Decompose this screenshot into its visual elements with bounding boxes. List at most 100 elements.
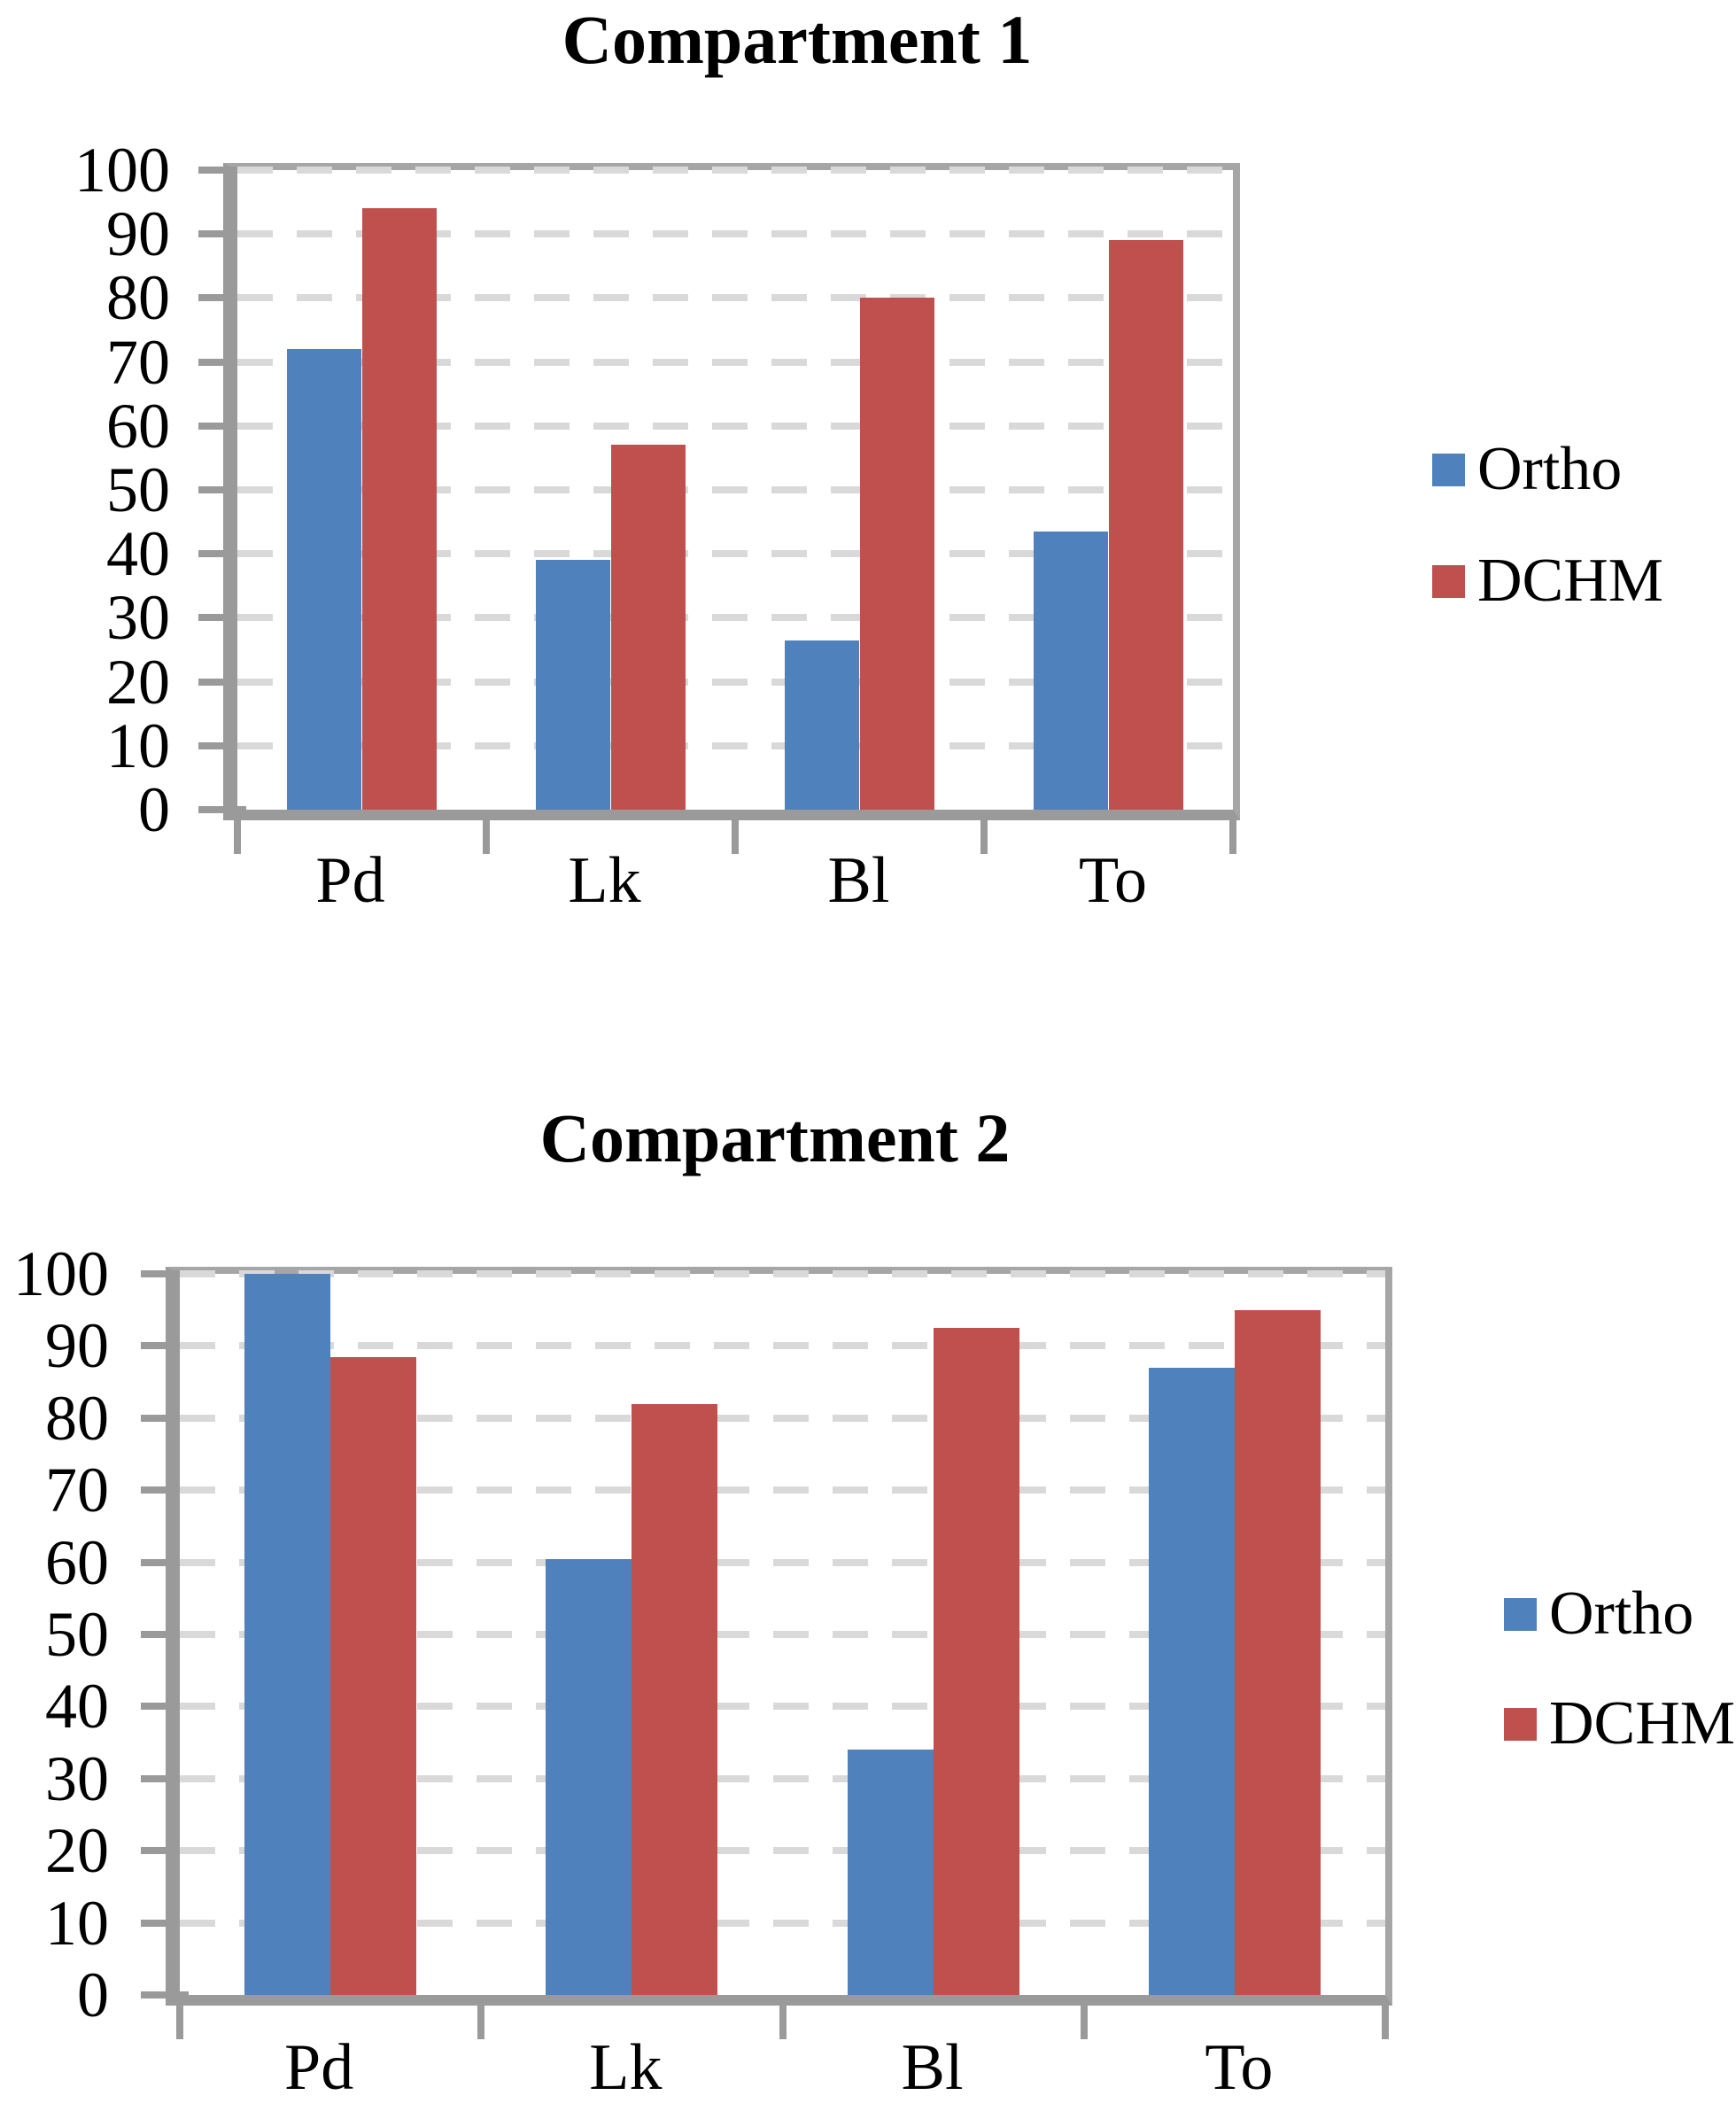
ortho-legend-swatch [1504, 1597, 1537, 1631]
gridline-10 [180, 1919, 1385, 1927]
gridline-50 [180, 1631, 1385, 1638]
bar-dchm-bl [859, 298, 934, 810]
y-tick-mark [198, 678, 246, 686]
y-tick-mark [141, 1270, 189, 1277]
y-tick-mark [198, 486, 246, 493]
y-tick-label: 100 [13, 1238, 109, 1309]
gridline-100 [237, 167, 1233, 174]
y-tick-label: 10 [45, 1887, 109, 1959]
x-category-label: Pd [315, 844, 385, 917]
gridline-60 [237, 422, 1233, 430]
chart2-plot-area [141, 1267, 1392, 2039]
bar-ortho-bl [847, 1750, 934, 1995]
gridline-80 [180, 1414, 1385, 1422]
chart2-x-axis-labels: Pd Lk Bl To [166, 2030, 1392, 2106]
chart2-legend-item-dchm: DCHM [1504, 1688, 1735, 1759]
y-tick-label: 60 [45, 1526, 109, 1598]
y-tick-mark [198, 550, 246, 558]
bar-ortho-pd [244, 1274, 331, 1995]
bar-dchm-lk [632, 1403, 718, 1995]
bar-dchm-bl [933, 1328, 1019, 1995]
y-tick-mark [198, 422, 246, 430]
y-tick-label: 40 [45, 1671, 109, 1742]
x-tick-mark [779, 2006, 787, 2039]
y-tick-mark [141, 1486, 189, 1494]
gridline-20 [237, 678, 1233, 686]
y-tick-mark [198, 741, 246, 749]
y-tick-label: 80 [45, 1382, 109, 1454]
bar-ortho-bl [785, 640, 860, 810]
y-tick-label: 90 [45, 1310, 109, 1382]
y-tick-mark [141, 1847, 189, 1855]
bar-dchm-lk [610, 445, 686, 810]
y-tick-label: 80 [106, 262, 170, 334]
x-category-label: To [1078, 844, 1148, 917]
y-tick-mark [198, 167, 246, 174]
chart1-y-axis-labels: 0 10 20 30 40 50 60 70 80 90 100 [0, 138, 223, 842]
dchm-legend-swatch [1432, 564, 1465, 598]
x-category-label: To [1205, 2031, 1274, 2104]
gridline-40 [180, 1703, 1385, 1711]
gridline-70 [237, 358, 1233, 366]
y-tick-mark [141, 1774, 189, 1782]
bar-dchm-to [1108, 240, 1183, 810]
x-tick-mark [1080, 2006, 1088, 2039]
dchm-legend-label: DCHM [1477, 547, 1664, 615]
y-tick-mark [198, 614, 246, 622]
y-tick-label: 40 [106, 518, 170, 590]
y-tick-label: 10 [106, 710, 170, 781]
gridline-30 [180, 1774, 1385, 1782]
y-tick-mark [141, 1703, 189, 1711]
y-tick-label: 50 [45, 1599, 109, 1670]
x-category-label: Lk [589, 2031, 663, 2104]
gridline-90 [237, 230, 1233, 238]
gridline-40 [237, 550, 1233, 558]
ortho-legend-label: Ortho [1549, 1579, 1694, 1648]
chart2-y-axis-labels: 0 10 20 30 40 50 60 70 80 90 100 [0, 1242, 166, 2027]
chart1-legend: Ortho DCHM [1432, 434, 1663, 617]
gridline-30 [237, 614, 1233, 622]
chart1-plot-area [198, 163, 1240, 854]
chart2-legend: Ortho DCHM [1504, 1579, 1735, 1759]
y-tick-label: 0 [138, 774, 170, 845]
chart2-legend-item-ortho: Ortho [1504, 1579, 1735, 1649]
y-tick-mark [198, 294, 246, 302]
gridline-60 [180, 1558, 1385, 1566]
y-tick-label: 20 [106, 646, 170, 718]
gridline-80 [237, 294, 1233, 302]
y-tick-label: 90 [106, 198, 170, 270]
chart1-x-axis-labels: Pd Lk Bl To [223, 843, 1240, 919]
bar-ortho-pd [287, 349, 362, 810]
x-tick-mark [176, 2006, 183, 2039]
gridline-20 [180, 1847, 1385, 1855]
ortho-legend-label: Ortho [1477, 435, 1623, 503]
bar-ortho-lk [536, 560, 611, 810]
gridline-50 [237, 486, 1233, 493]
y-tick-mark [141, 1919, 189, 1927]
gridline-100 [180, 1270, 1385, 1277]
x-tick-mark [483, 820, 490, 854]
y-tick-mark [141, 1558, 189, 1566]
ortho-legend-swatch [1432, 453, 1465, 486]
x-tick-mark [477, 2006, 485, 2039]
y-tick-label: 100 [74, 135, 170, 206]
y-tick-label: 50 [106, 454, 170, 525]
x-tick-mark [1382, 2006, 1389, 2039]
y-tick-label: 30 [106, 582, 170, 654]
y-tick-mark [198, 806, 246, 813]
y-tick-mark [141, 1414, 189, 1422]
y-tick-label: 0 [77, 1960, 109, 2030]
y-tick-mark [141, 1342, 189, 1350]
bar-dchm-pd [330, 1356, 417, 1995]
x-category-label: Lk [568, 844, 641, 917]
chart1-legend-item-dchm: DCHM [1432, 546, 1663, 617]
y-tick-mark [198, 358, 246, 366]
bar-ortho-to [1034, 531, 1109, 810]
y-tick-label: 30 [45, 1742, 109, 1814]
dchm-legend-label: DCHM [1549, 1689, 1736, 1758]
x-tick-mark [1229, 820, 1236, 854]
x-tick-mark [980, 820, 988, 854]
dchm-legend-swatch [1504, 1707, 1537, 1741]
bar-dchm-to [1234, 1309, 1321, 1995]
